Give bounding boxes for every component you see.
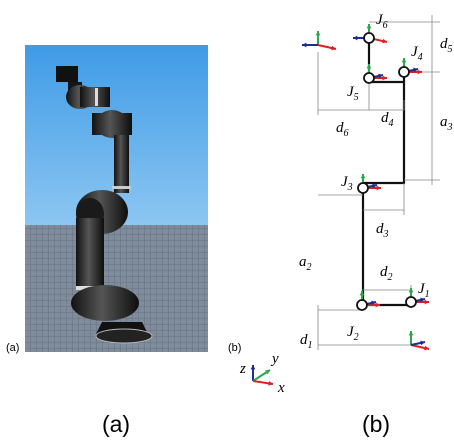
dimension-label-index: 3: [383, 229, 389, 240]
dimension-label: d2: [380, 264, 393, 283]
arrow-head: [316, 31, 321, 35]
arrow-head: [367, 64, 372, 68]
dimension-label: a2: [299, 254, 312, 273]
arrow-head: [383, 76, 387, 81]
joint-circle: [358, 183, 368, 193]
arrow-head: [367, 24, 372, 28]
dimension-label-symbol: a: [299, 254, 307, 270]
arrow-head: [425, 300, 429, 305]
robot-render: [25, 45, 208, 352]
arrow-head: [251, 365, 256, 369]
dimension-label-symbol: a: [440, 114, 448, 130]
dimension-label-index: 2: [388, 272, 393, 283]
axis-label: y: [270, 351, 279, 367]
dimension-label: a3: [440, 114, 453, 133]
dimension-label: d3: [376, 221, 389, 240]
joint-label: J3: [341, 174, 353, 193]
axis-label: x: [277, 380, 285, 396]
joint-label: J6: [376, 12, 388, 31]
joint-circle: [406, 297, 416, 307]
caption: (a): [102, 411, 130, 437]
joint-label-index: 4: [418, 52, 423, 63]
arrow-head: [302, 43, 306, 48]
joint-label: J2: [347, 324, 359, 343]
dimension-label: d1: [300, 332, 313, 351]
dimension-label-index: 4: [389, 118, 394, 129]
joint-label: J1: [418, 281, 430, 300]
joint-label-index: 2: [354, 332, 359, 343]
arrow-head: [418, 70, 422, 75]
caption: (b): [362, 411, 390, 437]
arrow-head: [361, 174, 366, 178]
panel-label: (b): [228, 342, 241, 354]
figure: (a) (b) (a) (b) J1 J2 J3 J4 J5 J6 d1 d2 d3 d4 d5 d6…: [0, 0, 454, 444]
arrow-head: [402, 58, 407, 62]
joint-label-index: 5: [354, 92, 359, 103]
joint-label-index: 3: [347, 182, 353, 193]
dimension-label-index: 5: [448, 44, 453, 55]
dimension-label: d4: [381, 110, 394, 129]
dimension-label-index: 2: [307, 262, 312, 273]
dimension-label-index: 3: [447, 122, 453, 133]
arrow-head: [409, 331, 414, 335]
dimension-label-index: 6: [344, 128, 349, 139]
panel-label: (a): [6, 342, 19, 354]
joint-label: J4: [411, 44, 423, 63]
dimension-label-index: 1: [308, 340, 313, 351]
joint-label-index: 6: [383, 20, 388, 31]
joint-label: J5: [347, 84, 359, 103]
joint-label-index: 1: [425, 289, 430, 300]
joint-circle: [357, 300, 367, 310]
joint-circle: [364, 73, 374, 83]
dimension-label: d6: [336, 120, 349, 139]
axis-label: z: [239, 361, 246, 377]
arrow-head: [376, 303, 380, 308]
arrow-head: [377, 186, 381, 191]
joint-circle: [399, 67, 409, 77]
joint-circle: [364, 33, 374, 43]
dimension-label: d5: [440, 36, 453, 55]
arrow-head: [353, 36, 357, 41]
